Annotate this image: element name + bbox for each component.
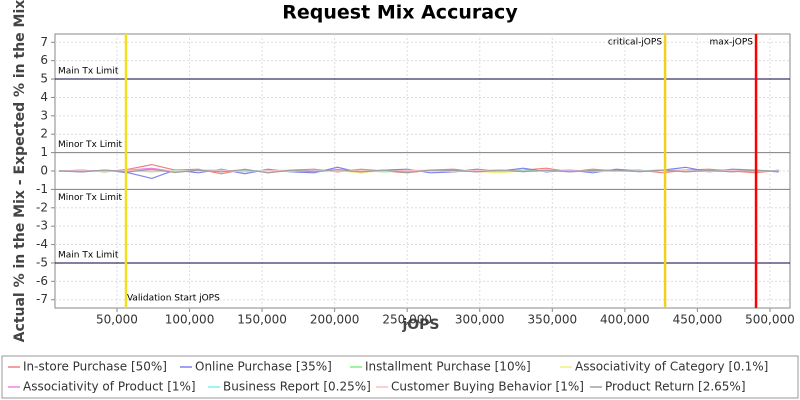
x-tick-label: 150,000 <box>237 313 287 327</box>
legend-label: In-store Purchase [50%] <box>23 360 167 374</box>
chart-title: Request Mix Accuracy <box>282 2 518 24</box>
y-tick-label: 7 <box>40 35 48 49</box>
legend-label: Online Purchase [35%] <box>195 360 332 374</box>
y-tick-label: -3 <box>36 219 48 233</box>
x-tick-label: 400,000 <box>600 313 650 327</box>
legend-label: Customer Buying Behavior [1%] <box>391 380 584 394</box>
y-tick-label: 1 <box>40 145 48 159</box>
marker-label: Validation Start jOPS <box>127 294 220 304</box>
y-tick-label: -4 <box>36 237 48 251</box>
y-tick-label: -5 <box>36 255 48 269</box>
y-tick-label: -6 <box>36 274 48 288</box>
legend-label: Associativity of Product [1%] <box>23 380 196 394</box>
x-tick-label: 50,000 <box>96 313 138 327</box>
legend <box>1 355 799 399</box>
x-axis-label: jOPS <box>401 317 439 333</box>
y-tick-label: 0 <box>40 164 48 178</box>
x-tick-label: 500,000 <box>745 313 795 327</box>
limit-label: Minor Tx Limit <box>58 140 123 150</box>
y-axis-label: Actual % in the Mix - Expected % in the … <box>12 0 28 342</box>
x-tick-label: 100,000 <box>165 313 215 327</box>
legend-label: Business Report [0.25%] <box>223 380 371 394</box>
legend-label: Product Return [2.65%] <box>605 380 746 394</box>
legend-label: Installment Purchase [10%] <box>365 360 531 374</box>
x-tick-label: 200,000 <box>310 313 360 327</box>
y-tick-label: -1 <box>36 182 48 196</box>
limit-label: Main Tx Limit <box>58 67 119 77</box>
x-tick-label: 350,000 <box>527 313 577 327</box>
x-tick-label: 250,000 <box>382 313 432 327</box>
series-line <box>58 168 779 174</box>
limit-label: Main Tx Limit <box>58 250 119 260</box>
y-tick-label: 5 <box>40 72 48 86</box>
x-tick-label: 300,000 <box>455 313 505 327</box>
y-tick-label: 4 <box>40 90 48 104</box>
y-tick-label: 6 <box>40 53 48 67</box>
y-tick-label: 3 <box>40 108 48 122</box>
limit-label: Minor Tx Limit <box>58 193 123 203</box>
y-tick-label: 2 <box>40 127 48 141</box>
x-tick-label: 450,000 <box>673 313 723 327</box>
marker-label: critical-jOPS <box>608 38 662 48</box>
y-tick-label: -2 <box>36 200 48 214</box>
marker-label: max-jOPS <box>709 38 753 48</box>
y-tick-label: -7 <box>36 292 48 306</box>
legend-label: Associativity of Category [0.1%] <box>575 360 768 374</box>
